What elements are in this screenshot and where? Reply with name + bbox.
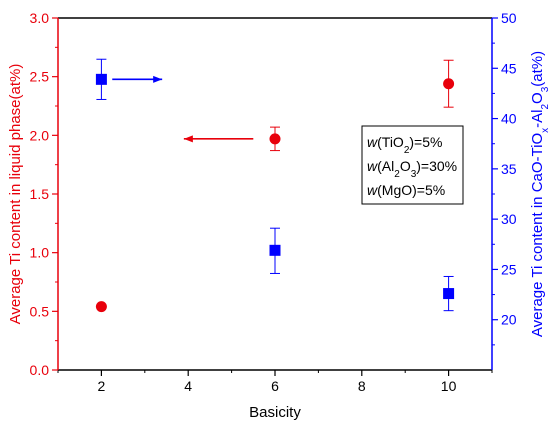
data-point-circle: [269, 133, 281, 145]
left-y-tick-label: 0.0: [30, 362, 50, 378]
arrow-head: [183, 135, 193, 143]
data-point-circle: [95, 301, 107, 313]
left-y-tick-label: 1.5: [30, 186, 50, 202]
left-y-axis-title: Average Ti content in liquid phase(at%): [7, 64, 24, 325]
data-point-square: [269, 244, 281, 256]
right-y-tick-label: 35: [501, 161, 517, 177]
left-y-tick-label: 1.0: [30, 245, 50, 261]
right-y-tick-label: 25: [501, 261, 517, 277]
left-y-tick-label: 2.5: [30, 69, 50, 85]
right-y-tick-label: 20: [501, 312, 517, 328]
legend-entry: w(MgO)=5%: [367, 182, 445, 198]
right-y-tick-label: 30: [501, 211, 517, 227]
data-point-square: [443, 288, 455, 300]
legend-entry: w(TiO2)=5%: [367, 134, 442, 156]
legend-frame: [361, 125, 464, 205]
right-y-ticks: 20 25 30 35 40 45 50: [492, 10, 517, 346]
legend-entry-part: 2: [404, 145, 410, 156]
left-y-tick-label: 2.0: [30, 127, 50, 143]
legend-entry-part: O: [400, 158, 411, 174]
left-y-tick-label: 3.0: [30, 10, 50, 26]
legend-entry-part: (MgO)=5%: [377, 182, 445, 198]
right-y-title-part: 2: [540, 104, 550, 110]
x-tick-label: 8: [358, 378, 366, 394]
right-y-axis-title: Average Ti content in CaO-TiOx-Al2O3(at%…: [529, 51, 550, 337]
legend-entry-part: w: [367, 158, 378, 174]
data-marks: [95, 58, 455, 313]
legend-entry-part: )=30%: [416, 158, 457, 174]
legend-box: w(TiO2)=5%w(Al2O3)=30%w(MgO)=5%: [361, 125, 464, 205]
legend-entry-part: w: [367, 134, 378, 150]
right-y-title-part: x: [540, 128, 550, 133]
legend-entry-part: )=5%: [409, 134, 442, 150]
x-tick-label: 2: [98, 378, 106, 394]
right-y-title-part: Average Ti content in CaO-TiO: [529, 133, 546, 337]
x-tick-label: 6: [271, 378, 279, 394]
legend-entry-part: 2: [394, 169, 400, 180]
left-y-tick-label: 0.5: [30, 303, 50, 319]
legend-entry-part: w: [367, 182, 378, 198]
x-ticks: 2 4 6 8 10: [57, 370, 493, 394]
x-axis-title: Basicity: [249, 404, 301, 421]
legend-entry: w(Al2O3)=30%: [367, 158, 457, 180]
data-point-circle: [443, 78, 455, 90]
right-y-title-part: (at%): [529, 51, 546, 87]
data-point-square: [95, 73, 107, 85]
x-tick-label: 4: [184, 378, 192, 394]
right-y-title-part: 3: [540, 86, 550, 92]
right-y-tick-label: 40: [501, 111, 517, 127]
legend-entry-part: 3: [411, 169, 417, 180]
right-y-title-part: -Al: [529, 110, 546, 128]
legend-entry-part: (TiO: [377, 134, 404, 150]
right-y-title-part: O: [529, 92, 546, 104]
right-y-tick-label: 50: [501, 10, 517, 26]
left-y-ticks: 0.0 0.5 1.0 1.5 2.0 2.5 3.0: [30, 10, 58, 378]
arrows: [112, 75, 254, 143]
arrow-head: [153, 75, 163, 83]
right-y-tick-label: 45: [501, 60, 517, 76]
legend-entry-part: (Al: [377, 158, 394, 174]
x-tick-label: 10: [441, 378, 457, 394]
